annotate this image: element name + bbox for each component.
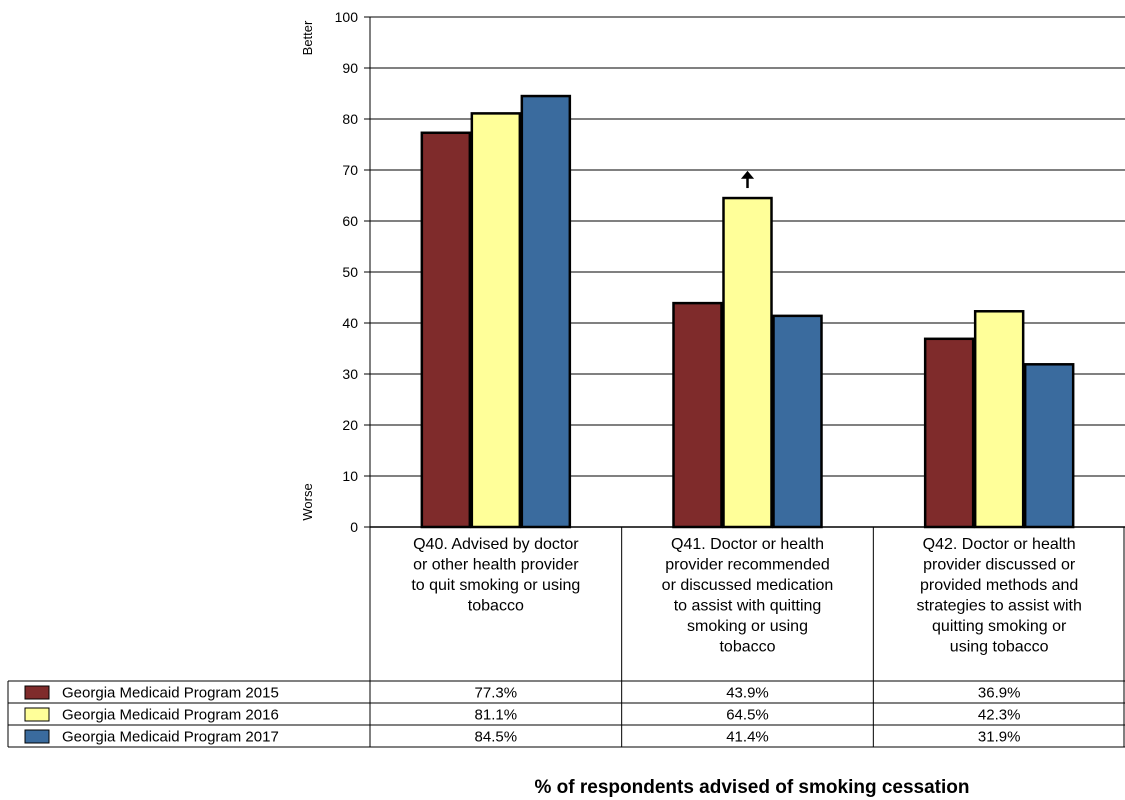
data-label: 31.9% bbox=[978, 729, 1021, 746]
y-tick-label: 100 bbox=[335, 9, 359, 25]
bar bbox=[1023, 363, 1075, 529]
chart-title: % of respondents advised of smoking cess… bbox=[535, 777, 970, 798]
data-table: Georgia Medicaid Program 2015 77.3% 43.9% 3… bbox=[7, 680, 1125, 748]
bar bbox=[973, 310, 1025, 529]
legend-swatch bbox=[24, 685, 50, 700]
data-label: 84.5% bbox=[475, 729, 518, 746]
legend-label: Georgia Medicaid Program 2017 bbox=[62, 729, 279, 746]
data-label: 42.3% bbox=[978, 707, 1021, 724]
y-tick-label: 80 bbox=[342, 111, 358, 127]
category-labels: Q40. Advised by doctor or other health pr… bbox=[411, 536, 1082, 656]
bar bbox=[672, 301, 723, 529]
y-bottom-label: Worse bbox=[300, 483, 315, 520]
bar bbox=[722, 196, 773, 529]
data-label: 36.9% bbox=[978, 685, 1021, 702]
bar bbox=[470, 112, 522, 529]
legend-swatch bbox=[24, 729, 50, 744]
data-label: 81.1% bbox=[475, 707, 518, 724]
y-tick-label: 10 bbox=[342, 468, 358, 484]
bar bbox=[520, 94, 572, 529]
bar bbox=[420, 131, 472, 529]
data-label: 77.3% bbox=[475, 685, 518, 702]
data-label: 64.5% bbox=[726, 707, 769, 724]
y-tick-label: 20 bbox=[342, 417, 358, 433]
category-label: Q40. Advised by doctor or other health pr… bbox=[411, 536, 580, 615]
legend-label: Georgia Medicaid Program 2015 bbox=[62, 685, 279, 702]
y-top-label: Better bbox=[300, 20, 315, 55]
bars bbox=[420, 94, 1075, 529]
data-label: 41.4% bbox=[726, 729, 769, 746]
category-label: Q42. Doctor or health provider discussed … bbox=[916, 536, 1081, 656]
y-tick-labels: 0 10 20 30 40 50 60 70 80 90 100 bbox=[335, 9, 359, 535]
y-tick-label: 50 bbox=[342, 264, 358, 280]
bar bbox=[923, 337, 975, 529]
legend-label: Georgia Medicaid Program 2016 bbox=[62, 707, 279, 724]
bar bbox=[772, 314, 823, 529]
category-label: Q41. Doctor or health provider recommende… bbox=[662, 536, 834, 656]
legend-swatch bbox=[24, 707, 50, 722]
y-tick-label: 30 bbox=[342, 366, 358, 382]
y-tick-label: 0 bbox=[350, 519, 358, 535]
up-arrow-icon bbox=[740, 170, 755, 189]
y-tick-label: 90 bbox=[342, 60, 358, 76]
y-tick-label: 70 bbox=[342, 162, 358, 178]
y-tick-label: 40 bbox=[342, 315, 358, 331]
axes bbox=[364, 16, 1125, 747]
y-tick-label: 60 bbox=[342, 213, 358, 229]
data-label: 43.9% bbox=[726, 685, 769, 702]
